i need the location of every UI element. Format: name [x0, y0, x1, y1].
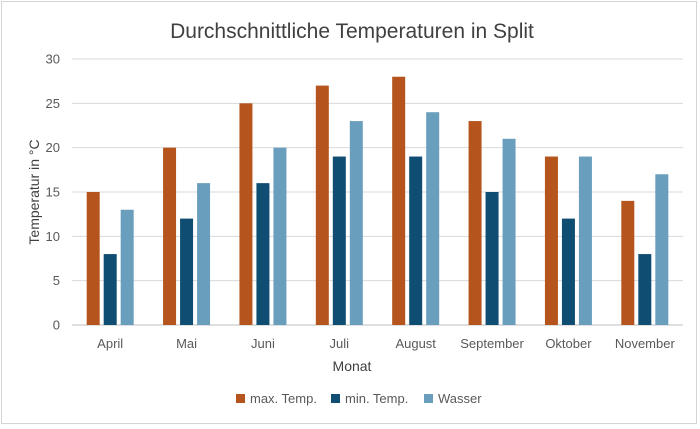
- bar: [502, 138, 516, 325]
- chart-title: Durchschnittliche Temperaturen in Split: [170, 20, 534, 43]
- bar: [180, 218, 194, 325]
- x-tick-label: August: [395, 336, 436, 351]
- bar: [621, 200, 635, 325]
- y-tick-label: 20: [46, 140, 60, 155]
- y-axis-label: Temperatur in °C: [26, 139, 42, 244]
- x-tick-label: Oktober: [545, 336, 592, 351]
- bar: [86, 192, 100, 325]
- bar: [578, 156, 592, 325]
- bar: [163, 147, 177, 325]
- x-tick-labels: April Mai Juni Juli August September Oktober No…: [97, 336, 675, 351]
- y-tick-label: 10: [46, 229, 60, 244]
- x-tick-label: April: [97, 336, 123, 351]
- x-axis-label: Monat: [333, 358, 372, 374]
- bar: [256, 183, 270, 325]
- y-tick-label: 25: [46, 96, 60, 111]
- legend-label: min. Temp.: [345, 391, 408, 406]
- bar: [409, 156, 423, 325]
- bar: [103, 254, 117, 325]
- x-tick-label: November: [615, 336, 676, 351]
- bar: [638, 254, 652, 325]
- y-tick-labels: 0 5 10 15 20 25 30: [46, 52, 60, 333]
- bar: [544, 156, 558, 325]
- x-tick-label: Juni: [251, 336, 275, 351]
- legend-label: max. Temp.: [250, 391, 317, 406]
- bar: [468, 121, 482, 325]
- legend-swatch: [424, 394, 433, 403]
- bar: [426, 112, 440, 325]
- legend-swatch: [331, 394, 340, 403]
- x-tick-label: Mai: [176, 336, 197, 351]
- legend-label: Wasser: [438, 391, 482, 406]
- bar: [239, 103, 253, 325]
- bar: [273, 147, 287, 325]
- bar: [349, 121, 363, 325]
- x-tick-label: September: [460, 336, 524, 351]
- bar: [197, 183, 211, 325]
- bars: [86, 76, 669, 325]
- bar: [392, 76, 406, 325]
- y-tick-label: 30: [46, 52, 60, 67]
- bar: [485, 192, 499, 325]
- legend: max. Temp. min. Temp. Wasser: [236, 391, 482, 406]
- y-tick-label: 5: [53, 273, 60, 288]
- bar: [120, 209, 134, 325]
- bar: [315, 85, 329, 325]
- bar: [655, 174, 669, 325]
- bar: [332, 156, 346, 325]
- y-tick-label: 0: [53, 318, 60, 333]
- bar: [561, 218, 575, 325]
- x-tick-label: Juli: [330, 336, 350, 351]
- y-tick-label: 15: [46, 185, 60, 200]
- legend-swatch: [236, 394, 245, 403]
